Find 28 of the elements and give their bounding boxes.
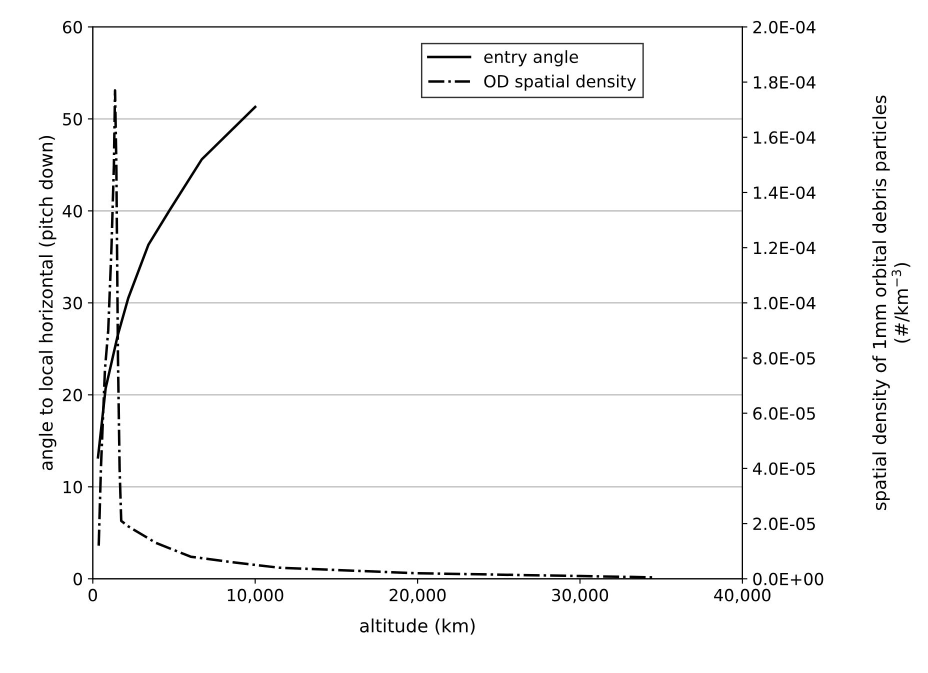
y2-axis-title: spatial density of 1mm orbital debris particles (#/km$^{−3}$) bbox=[872, 96, 910, 510]
y-tick-label: 10 bbox=[64, 480, 82, 494]
y2-tick-label: 0.0E+00 bbox=[753, 572, 824, 586]
y2-tick-label: 8.0E-05 bbox=[753, 352, 815, 365]
y-tick-label: 20 bbox=[63, 388, 82, 402]
x-tick-label: 10,000 bbox=[228, 588, 284, 604]
x-tick-label: 40,000 bbox=[714, 588, 770, 604]
y-tick-label: 0 bbox=[74, 572, 82, 586]
legend-label: OD spatial density bbox=[484, 74, 636, 91]
y2-tick-label: 4.0E-05 bbox=[752, 462, 815, 475]
x-axis-title: altitude (km) bbox=[360, 618, 475, 635]
y-tick-label: 50 bbox=[63, 112, 82, 126]
y2-tick-label: 2.0E-05 bbox=[753, 518, 815, 530]
y2-tick-label: 1.4E-04 bbox=[754, 186, 816, 200]
y2-tick-label: 1.6E-04 bbox=[754, 131, 816, 144]
x-tick-label: 0 bbox=[88, 588, 97, 602]
x-tick-label: 20,000 bbox=[390, 588, 446, 604]
y2-tick-label: 6.0E-05 bbox=[753, 407, 815, 420]
y2-tick-label: 1.0E-04 bbox=[754, 296, 816, 310]
y-tick-label: 30 bbox=[63, 296, 82, 310]
y-tick-label: 60 bbox=[63, 20, 82, 34]
y-tick-label: 40 bbox=[62, 204, 82, 218]
y2-tick-label: 2.0E-04 bbox=[753, 20, 816, 34]
y-axis-title: angle to local horizontal (pitch down) bbox=[38, 136, 56, 470]
legend-label: entry angle bbox=[484, 50, 578, 66]
y2-tick-label: 1.8E-04 bbox=[754, 76, 816, 89]
y2-tick-label: 1.2E-04 bbox=[754, 242, 816, 254]
x-tick-label: 30,000 bbox=[552, 588, 608, 604]
